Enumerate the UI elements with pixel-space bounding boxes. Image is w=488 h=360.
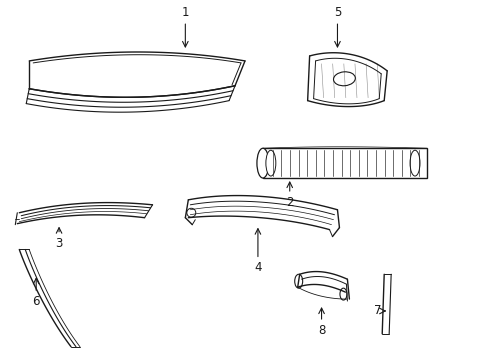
Ellipse shape (339, 288, 346, 300)
Text: 5: 5 (333, 6, 341, 19)
Text: 6: 6 (32, 295, 40, 308)
Text: 8: 8 (317, 324, 325, 337)
Ellipse shape (186, 208, 195, 217)
Ellipse shape (333, 72, 355, 86)
Text: 4: 4 (254, 261, 261, 274)
Bar (263, 148, 426, 178)
Text: 7: 7 (373, 305, 381, 318)
Ellipse shape (294, 274, 302, 288)
Text: 3: 3 (55, 237, 62, 249)
Text: 1: 1 (181, 6, 189, 19)
Ellipse shape (256, 148, 268, 178)
Ellipse shape (409, 150, 419, 176)
Ellipse shape (265, 150, 275, 176)
Text: 2: 2 (285, 196, 293, 209)
